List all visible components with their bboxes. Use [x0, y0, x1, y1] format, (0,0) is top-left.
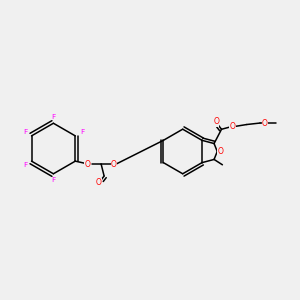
Text: F: F — [51, 177, 56, 183]
Text: O: O — [218, 147, 224, 156]
Text: F: F — [80, 129, 84, 135]
Text: O: O — [96, 178, 102, 187]
Text: O: O — [262, 118, 268, 127]
Text: O: O — [85, 160, 91, 169]
Text: F: F — [23, 129, 27, 135]
Text: O: O — [230, 122, 236, 131]
Text: F: F — [51, 114, 56, 120]
Text: O: O — [213, 117, 219, 126]
Text: F: F — [23, 162, 27, 168]
Text: O: O — [111, 160, 117, 169]
